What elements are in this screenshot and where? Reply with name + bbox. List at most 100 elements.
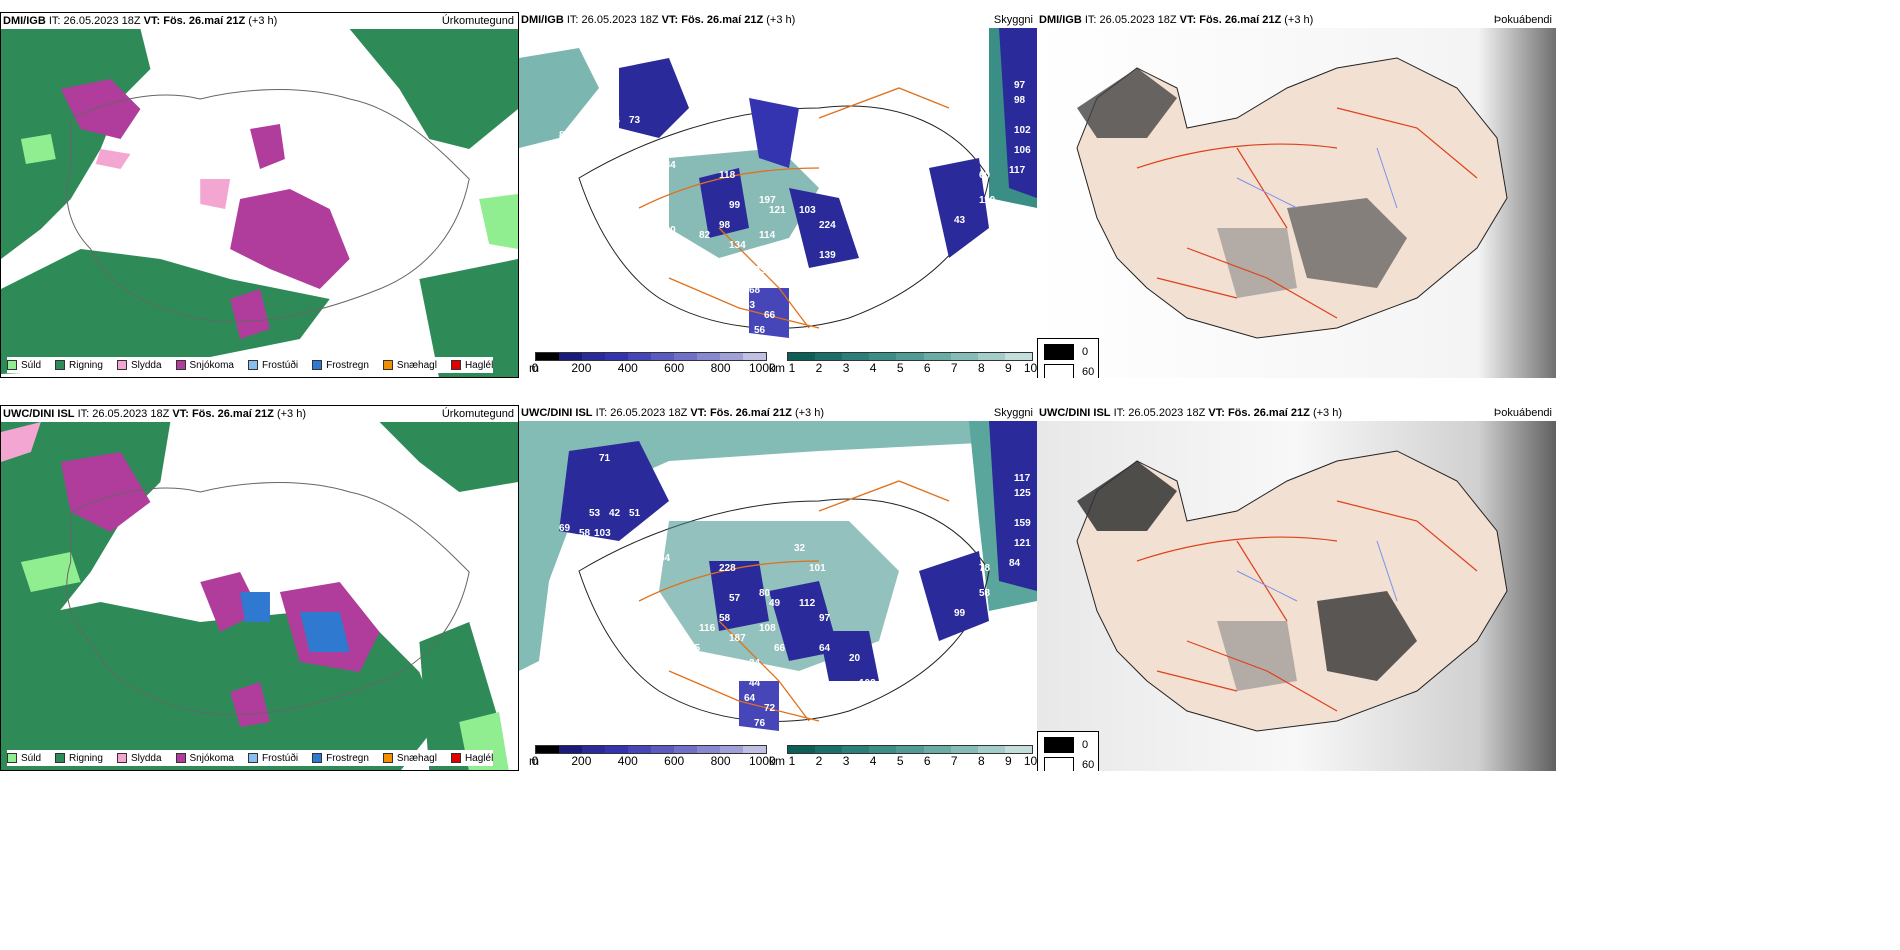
visibility-panel-uwc: UWC/DINI ISL IT: 26.05.2023 18Z VT: Fös.… [519,405,1037,771]
visibility-value-label: 117 [1009,165,1026,176]
colorbar-low-cloud: m 0 200 400 600 800 1000 [529,745,776,768]
colorbar-visibility: km 1 2 3 4 5 6 7 8 9 10 [769,352,1037,375]
colorbar-strip [535,352,767,361]
visibility-value-label: 118 [719,170,736,181]
legend-swatch [450,360,461,370]
visibility-value-label: 72 [764,703,776,714]
visibility-value-label: 103 [594,528,611,539]
visibility-value-label: 98 [719,220,731,231]
visibility-value-label: 34 [749,658,761,669]
legend-swatch [116,360,127,370]
legend-item: Snjókoma [175,360,234,371]
colorbar-ticks: km 1 2 3 4 5 6 7 8 9 10 [769,361,1037,375]
visibility-value-label: 87 [774,250,786,261]
legend-item: Slydda [116,753,162,764]
panel-header: UWC/DINI ISL IT: 26.05.2023 18Z VT: Fös.… [519,405,1037,421]
visibility-value-label: 52 [569,583,581,594]
visibility-panel-dmi: DMI/IGB IT: 26.05.2023 18Z VT: Fös. 26.m… [519,12,1037,378]
visibility-value-label: 76 [754,718,766,729]
fog-legend: 0 60 [1037,731,1099,771]
visibility-value-label: 121 [769,205,786,216]
visibility-value-label: 116 [699,623,716,634]
visibility-value-label: 42 [609,508,621,519]
fog-map [1037,421,1556,771]
visibility-value-label: 60 [649,603,661,614]
visibility-value-label: 139 [819,250,836,261]
legend-swatch [382,360,393,370]
visibility-value-label: 66 [764,310,776,321]
visibility-value-label: 108 [769,90,786,101]
legend-item: Rigning [55,753,103,764]
legend-swatch [7,360,17,370]
precip-legend: Súld Rigning Slydda Snjókoma Frostúði Fr… [7,357,494,373]
visibility-value-label: 115 [849,260,866,271]
visibility-value-label: 43 [954,215,966,226]
panel-title: Úrkomutegund [441,408,514,420]
visibility-value-label: 95 [559,220,571,231]
legend-item: Rigning [55,360,103,371]
panel-title: Þokuábendi [1493,407,1552,419]
legend-item: Súld [7,360,41,371]
visibility-value-label: 81 [689,250,701,261]
visibility-value-label: 83 [744,300,756,311]
panel-header: DMI/IGB IT: 26.05.2023 18Z VT: Fös. 26.m… [1037,12,1556,28]
visibility-value-label: 69 [559,523,571,534]
legend-item: Frostregn [312,753,369,764]
visibility-value-label: 58 [979,588,991,599]
visibility-value-label: 32 [794,543,806,554]
legend-swatch [450,753,461,763]
visibility-value-label: 13 [569,190,581,201]
visibility-value-label: 34 [659,553,671,564]
legend-item: Haglél [450,753,493,764]
visibility-value-label: 100 [649,210,666,221]
visibility-value-label: 134 [729,240,746,251]
visibility-value-label: 43 [599,60,611,71]
visibility-value-label: 58 [579,528,591,539]
colorbar-ticks: m 0 200 400 600 800 1000 [529,754,776,768]
colorbar-strip [535,745,767,754]
colorbar-visibility: km 1 2 3 4 5 6 7 8 9 10 [769,745,1037,768]
visibility-value-label: 78 [979,563,991,574]
legend-swatch [55,360,66,370]
visibility-value-label: 82 [699,230,711,241]
legend-item: Súld [7,753,41,764]
visibility-value-label: 71 [599,453,611,464]
precip-panel-dmi: DMI/IGB IT: 26.05.2023 18Z VT: Fös. 26.m… [0,12,519,378]
visibility-value-label: 20 [849,653,861,664]
visibility-value-label: 187 [729,633,746,644]
precip-panel-uwc: UWC/DINI ISL IT: 26.05.2023 18Z VT: Fös.… [0,405,519,771]
visibility-value-label: 120 [659,225,676,236]
visibility-map: 71 69 58 103 53 42 51 67 87 60 34 228 57 80 58 49 112 97 1… [519,421,1037,746]
visibility-value-label: 103 [639,190,656,201]
visibility-value-label: 117 [1014,473,1031,484]
fog-panel-dmi: DMI/IGB IT: 26.05.2023 18Z VT: Fös. 26.m… [1037,12,1556,378]
panel-title: Skyggni [993,14,1033,26]
visibility-value-label: 51 [629,508,641,519]
visibility-value-label: 77 [809,170,821,181]
visibility-value-label: 90 [794,150,806,161]
precip-legend: Súld Rigning Slydda Snjókoma Frostúði Fr… [7,750,494,766]
visibility-value-label: 58 [719,613,731,624]
panel-header: UWC/DINI ISL IT: 26.05.2023 18Z VT: Fös.… [1,406,518,422]
legend-item: Snæhagl [382,753,437,764]
fog-panel-uwc: UWC/DINI ISL IT: 26.05.2023 18Z VT: Fös.… [1037,405,1556,771]
panel-title: Úrkomutegund [441,15,514,27]
visibility-value-label: 91 [619,195,631,206]
visibility-value-label: 224 [819,220,836,231]
visibility-value-label: 57 [729,593,741,604]
visibility-map: 43 86 70 79 95 44 73 91 103 100 184 118 99 197 98 121 10… [519,28,1037,353]
legend-swatch [116,753,127,763]
visibility-value-label: 80 [759,588,771,599]
visibility-value-label: 95 [589,115,601,126]
visibility-value-label: 97 [1014,80,1026,91]
visibility-value-label: 86 [559,130,571,141]
visibility-value-label: 79 [594,135,606,146]
visibility-value-label: 99 [954,608,966,619]
visibility-value-label: 67 [619,588,631,599]
visibility-value-label: 53 [589,508,601,519]
visibility-value-label: 112 [799,598,816,609]
visibility-value-label: 87 [639,583,651,594]
legend-item: Frostúði [247,753,298,764]
visibility-value-label: 110 [979,195,996,206]
panel-header: DMI/IGB IT: 26.05.2023 18Z VT: Fös. 26.m… [519,12,1037,28]
